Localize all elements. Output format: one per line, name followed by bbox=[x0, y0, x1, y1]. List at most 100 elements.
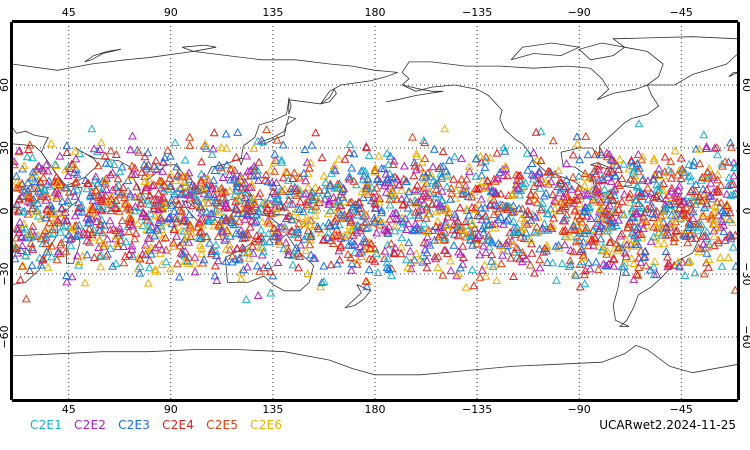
observation-triangle bbox=[697, 196, 707, 205]
observation-triangle bbox=[242, 203, 252, 212]
observation-triangle bbox=[549, 213, 559, 222]
observation-triangle bbox=[649, 193, 658, 202]
observation-triangle bbox=[521, 254, 531, 263]
observation-triangle bbox=[125, 145, 135, 154]
observation-triangle bbox=[480, 183, 490, 192]
observation-triangle bbox=[411, 249, 421, 258]
observation-triangle bbox=[301, 246, 311, 255]
observation-triangle bbox=[672, 225, 682, 234]
observation-triangle bbox=[335, 242, 345, 251]
observation-triangle bbox=[26, 229, 36, 238]
observation-triangle bbox=[577, 244, 587, 253]
observation-triangle bbox=[557, 259, 567, 268]
observation-triangle bbox=[566, 245, 576, 254]
observation-triangle bbox=[196, 175, 206, 184]
observation-triangle bbox=[704, 254, 714, 263]
observation-triangle bbox=[404, 187, 414, 196]
observation-triangle bbox=[40, 226, 50, 235]
observation-triangle bbox=[445, 256, 455, 265]
observation-triangle bbox=[150, 243, 160, 252]
observation-triangle bbox=[128, 131, 137, 140]
observation-triangle bbox=[698, 239, 708, 248]
observation-triangle bbox=[173, 169, 183, 178]
observation-triangle bbox=[619, 159, 629, 168]
observation-triangle bbox=[514, 228, 523, 237]
observation-triangle bbox=[587, 185, 597, 194]
observation-triangle bbox=[25, 266, 35, 274]
observation-triangle bbox=[450, 152, 460, 161]
observation-triangle bbox=[530, 194, 540, 203]
observation-triangle bbox=[119, 241, 128, 250]
observation-triangle bbox=[585, 264, 595, 273]
observation-triangle bbox=[237, 183, 247, 192]
observation-triangle bbox=[45, 218, 54, 227]
observation-triangle bbox=[298, 207, 308, 216]
observation-triangle bbox=[679, 231, 689, 240]
observation-triangle bbox=[10, 254, 20, 263]
observation-triangle bbox=[289, 168, 299, 177]
observation-triangle bbox=[306, 158, 315, 167]
observation-triangle bbox=[116, 188, 126, 197]
observation-triangle bbox=[214, 185, 224, 194]
observation-triangle bbox=[699, 269, 709, 278]
observation-triangle bbox=[174, 199, 184, 208]
coastline bbox=[11, 344, 739, 376]
observation-triangle bbox=[321, 177, 331, 186]
observation-triangle bbox=[295, 251, 305, 260]
observation-triangle bbox=[57, 204, 67, 213]
observation-triangle bbox=[83, 218, 93, 227]
observation-triangle bbox=[69, 186, 78, 195]
observation-triangle bbox=[603, 172, 613, 181]
observation-triangle bbox=[106, 146, 116, 155]
observation-triangle bbox=[719, 220, 728, 229]
observation-triangle bbox=[329, 192, 339, 201]
observation-triangle bbox=[277, 155, 286, 164]
observation-triangle bbox=[43, 262, 53, 271]
observation-triangle bbox=[689, 196, 699, 205]
observation-triangle bbox=[644, 194, 653, 203]
observation-triangle bbox=[170, 138, 180, 147]
observation-triangle bbox=[712, 187, 722, 196]
observation-triangle bbox=[384, 222, 394, 231]
observation-triangle bbox=[64, 230, 74, 239]
observation-triangle bbox=[227, 217, 237, 226]
observation-triangle bbox=[655, 185, 664, 194]
observation-triangle bbox=[669, 212, 679, 221]
observation-triangle bbox=[61, 183, 71, 192]
observation-triangle bbox=[403, 203, 413, 212]
observation-triangle bbox=[353, 256, 363, 265]
observation-triangle bbox=[628, 168, 638, 177]
observation-triangle bbox=[344, 148, 354, 157]
observation-triangle bbox=[467, 202, 477, 211]
observation-triangle bbox=[600, 207, 610, 216]
observation-triangle bbox=[652, 206, 662, 215]
observation-triangle bbox=[468, 240, 477, 249]
observation-triangle bbox=[253, 207, 263, 216]
observation-triangle bbox=[548, 190, 558, 199]
observation-triangle bbox=[135, 254, 145, 263]
observation-triangle bbox=[53, 178, 63, 187]
observation-triangle bbox=[603, 195, 612, 204]
observation-triangle bbox=[263, 260, 273, 269]
observation-triangle bbox=[411, 198, 421, 207]
observation-triangle bbox=[151, 156, 161, 165]
observation-triangle bbox=[698, 184, 708, 193]
observation-triangle bbox=[147, 181, 157, 190]
observation-triangle bbox=[411, 207, 421, 216]
observation-triangle bbox=[324, 199, 334, 208]
observation-triangle bbox=[714, 186, 724, 195]
observation-triangle bbox=[565, 195, 575, 204]
observation-triangle bbox=[602, 214, 612, 223]
bottom-lon-label: 45 bbox=[62, 403, 76, 416]
observation-triangle bbox=[609, 195, 619, 204]
observation-triangle bbox=[171, 175, 181, 184]
observation-triangle bbox=[382, 174, 392, 183]
observation-triangle bbox=[157, 259, 167, 268]
observation-triangle bbox=[524, 209, 534, 218]
observation-triangle bbox=[99, 241, 109, 250]
observation-triangle bbox=[413, 213, 423, 222]
observation-triangle bbox=[380, 246, 390, 255]
observation-triangle bbox=[106, 170, 116, 179]
observation-triangle bbox=[279, 244, 289, 253]
observation-triangle bbox=[581, 131, 591, 140]
